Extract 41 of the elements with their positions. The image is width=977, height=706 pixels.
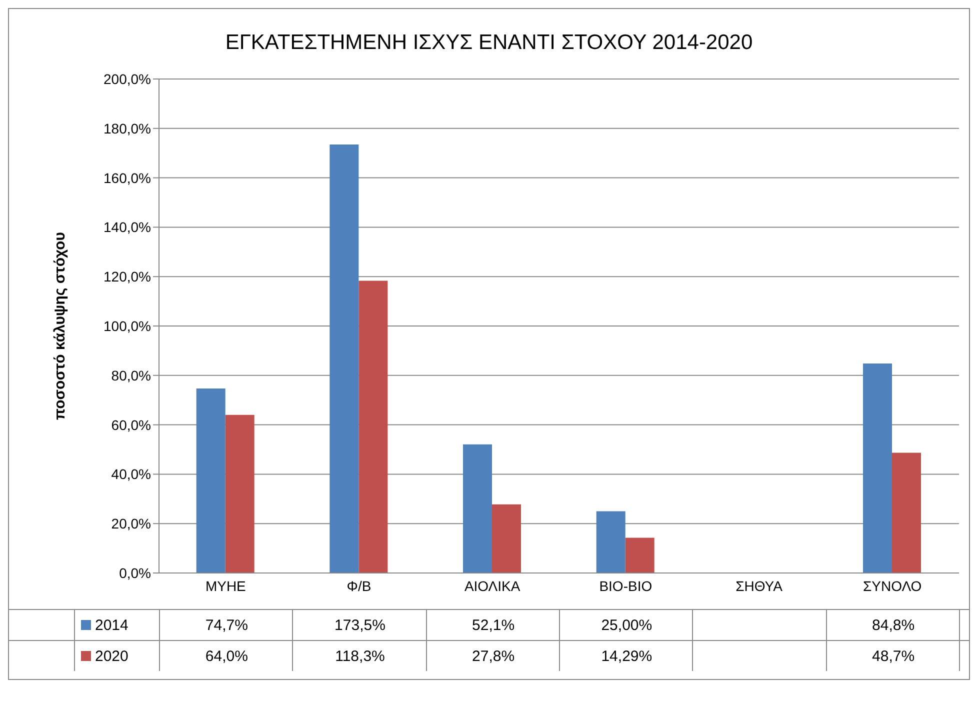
data-label: 25,00% xyxy=(559,610,694,640)
chart-title: ΕΓΚΑΤΕΣΤΗΜΕΝΗ ΙΣΧΥΣ ΕΝΑΝΤΙ ΣΤΟΧΟΥ 2014-2020 xyxy=(224,31,754,55)
bar xyxy=(863,364,892,573)
bar xyxy=(625,538,654,573)
data-label: 84,8% xyxy=(826,610,960,640)
data-label: 173,5% xyxy=(292,610,427,640)
y-tick-label: 100,0% xyxy=(104,318,151,334)
x-tick-label: ΒΙΟ-ΒΙΟ xyxy=(599,578,652,594)
y-tick-label: 80,0% xyxy=(111,367,151,384)
bar xyxy=(358,280,388,573)
bar xyxy=(492,504,521,573)
y-tick-label: 160,0% xyxy=(104,170,151,186)
x-tick-label: Φ/Β xyxy=(346,578,372,594)
y-axis-title: ποσοστό κάλυψης στόχου xyxy=(51,232,68,420)
y-tick-label: 140,0% xyxy=(104,219,151,236)
y-tick-label: 0,0% xyxy=(119,564,151,581)
x-tick-label: ΑΙΟΛΙΚΑ xyxy=(464,578,521,594)
y-tick-label: 180,0% xyxy=(104,120,151,136)
data-label: 27,8% xyxy=(426,641,560,671)
data-label: 14,29% xyxy=(559,641,694,671)
bar xyxy=(225,414,254,573)
bar xyxy=(596,511,626,573)
data-label: 64,0% xyxy=(159,641,294,671)
y-tick-label: 60,0% xyxy=(111,416,151,433)
data-label: 52,1% xyxy=(426,610,560,640)
bar xyxy=(892,452,921,573)
legend-label: 2020 xyxy=(95,648,128,664)
data-label: 118,3% xyxy=(292,641,427,671)
x-tick-label: ΣΗΘΥΑ xyxy=(736,578,784,594)
bar xyxy=(196,388,226,573)
data-label: 48,7% xyxy=(826,641,960,671)
y-tick-label: 40,0% xyxy=(111,466,151,482)
bar xyxy=(463,444,492,573)
bar xyxy=(330,144,359,573)
x-tick-label: ΜΥΗΕ xyxy=(205,578,246,594)
data-label: 74,7% xyxy=(159,610,294,640)
x-tick-label: ΣΥΝΟΛΟ xyxy=(862,578,922,594)
y-tick-label: 120,0% xyxy=(104,268,151,285)
y-tick-label: 20,0% xyxy=(111,516,151,532)
legend-label: 2014 xyxy=(95,616,128,634)
y-tick-label: 200,0% xyxy=(104,70,151,87)
